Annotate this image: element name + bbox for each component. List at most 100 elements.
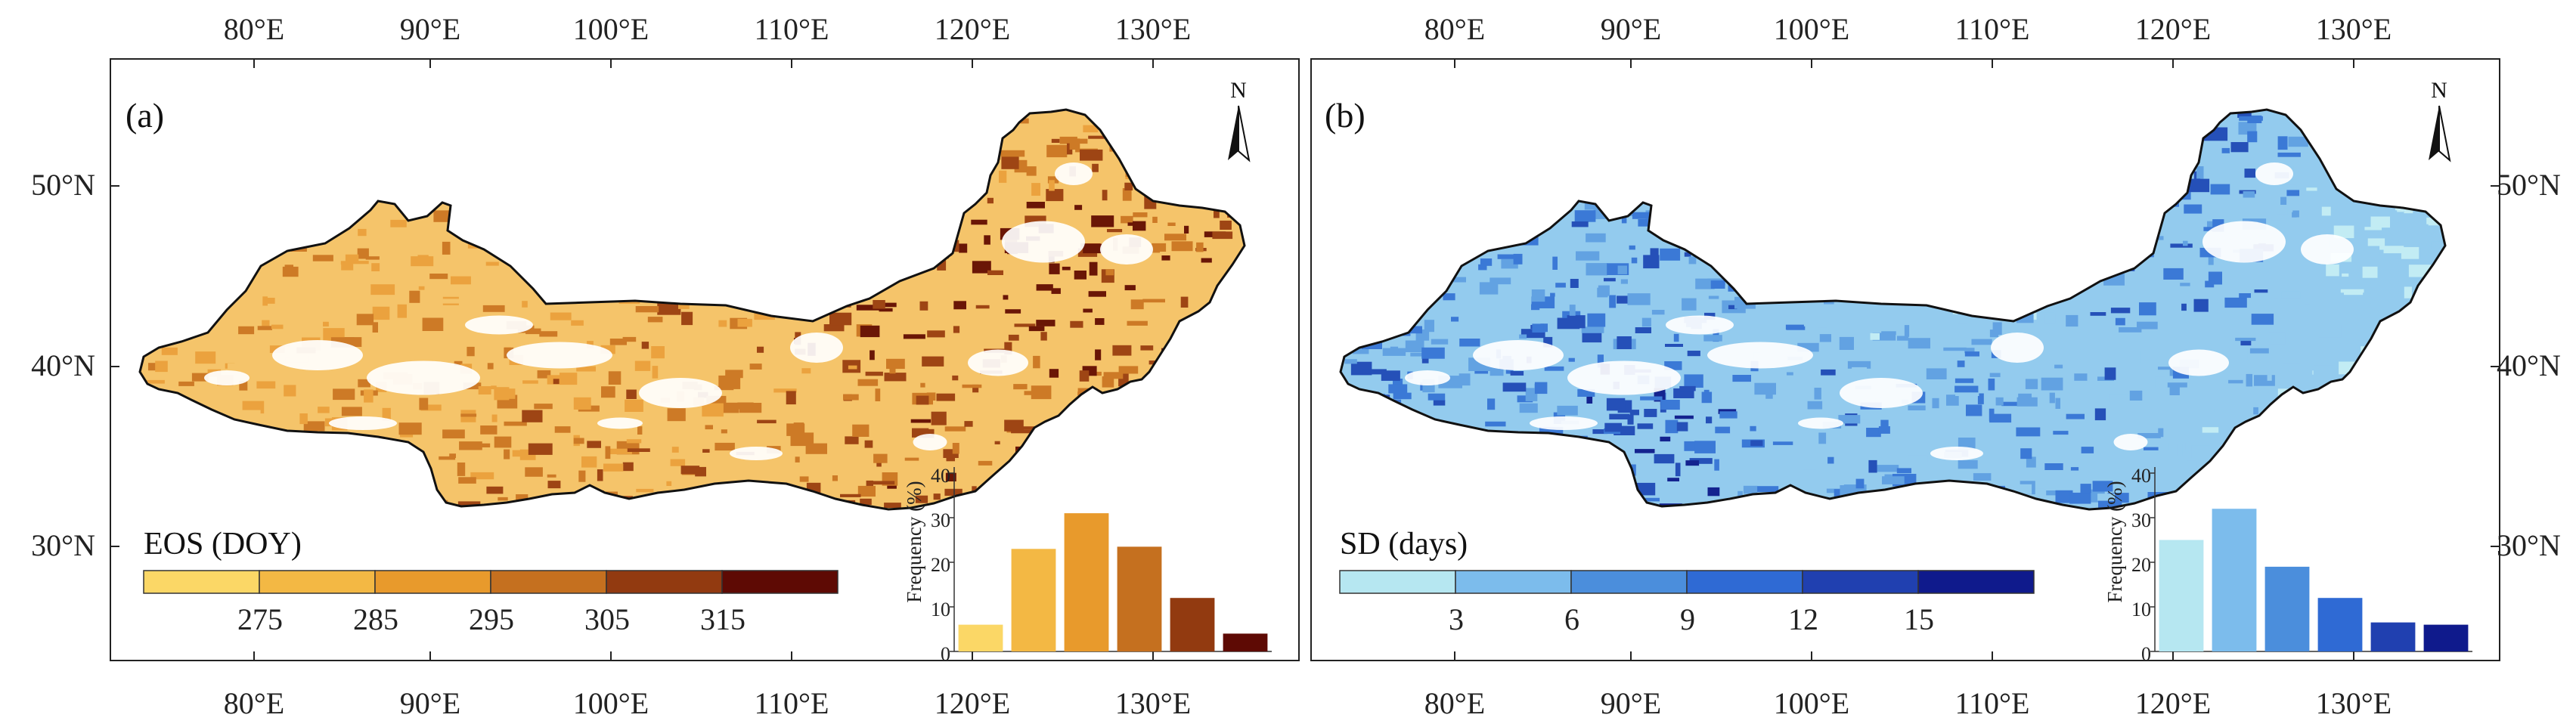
region-patch (1880, 419, 1889, 427)
region-patch (2244, 169, 2255, 178)
region-patch (856, 305, 881, 311)
region-patch (2041, 377, 2063, 391)
region-patch (1525, 388, 1538, 401)
region-patch (1421, 347, 1445, 359)
region-patch (1443, 293, 1455, 301)
hist-ytick: 0 (941, 643, 950, 665)
region-patch (1675, 463, 1681, 477)
region-patch (2340, 289, 2364, 293)
region-patch (2251, 314, 2274, 325)
region-patch (1973, 473, 1992, 481)
region-patch (1818, 317, 1828, 328)
hist-ytick: 20 (2131, 554, 2151, 576)
region-patch (1079, 370, 1090, 382)
region-nodata (968, 349, 1028, 376)
region-patch (1597, 287, 1608, 298)
region-patch (2235, 337, 2256, 342)
region-patch (1171, 241, 1193, 252)
region-nodata (1100, 234, 1153, 265)
region-patch (1532, 323, 1544, 333)
region-patch (2046, 490, 2057, 496)
region-patch (2116, 350, 2140, 364)
region-patch (2247, 131, 2258, 143)
region-patch (1732, 375, 1751, 382)
region-patch (1083, 243, 1102, 254)
region-patch (227, 354, 248, 362)
region-patch (1005, 309, 1021, 314)
region-patch (1142, 299, 1165, 303)
hist-ytick: 0 (2141, 643, 2151, 665)
region-patch (1049, 369, 1059, 378)
region-patch (625, 399, 643, 412)
region-patch (1807, 401, 1823, 410)
region-patch (262, 320, 270, 328)
region-patch (786, 391, 796, 405)
region-nodata (2202, 221, 2286, 263)
region-patch (927, 330, 945, 338)
region-nodata (1055, 162, 1093, 185)
region-patch (1201, 258, 1212, 263)
region-patch (398, 422, 422, 435)
region-patch (2286, 190, 2300, 196)
panel-a-lon-labels-bottom: 80°E 90°E 100°E 110°E 120°E 130°E (224, 686, 1191, 720)
hist-bar (1117, 546, 1162, 652)
region-patch (155, 360, 168, 373)
region-patch (284, 385, 296, 397)
lon-label: 130°E (1115, 686, 1191, 720)
region-patch (1637, 423, 1654, 429)
region-patch (1597, 354, 1604, 368)
region-patch (2364, 246, 2380, 255)
region-patch (1896, 468, 1911, 474)
region-patch (2253, 407, 2258, 415)
region-patch (1133, 212, 1148, 218)
region-patch (652, 366, 659, 379)
region-patch (1992, 322, 2002, 335)
region-patch (2395, 258, 2413, 263)
region-patch (1382, 348, 1406, 356)
region-patch (886, 358, 905, 370)
region-patch (793, 422, 804, 427)
region-patch (1881, 331, 1896, 335)
lon-label: 130°E (2316, 686, 2392, 720)
region-patch (953, 326, 960, 333)
region-nodata (1002, 221, 1085, 263)
hist-bar (1170, 598, 1215, 651)
region-patch (1651, 310, 1665, 315)
region-patch (2228, 379, 2243, 384)
region-patch (1121, 215, 1133, 224)
region-patch (1124, 285, 1136, 291)
region-patch (1587, 313, 1606, 327)
colorbar-segment (143, 570, 260, 594)
region-patch (1954, 378, 1974, 383)
region-patch (1908, 455, 1928, 463)
region-patch (178, 381, 194, 386)
map-panels (110, 58, 2500, 661)
region-patch (341, 407, 362, 416)
region-patch (1787, 372, 1793, 376)
panel-b-lon-labels-top: 80°E 90°E 100°E 110°E 120°E 130°E (1424, 12, 2392, 46)
region-patch (1710, 280, 1725, 289)
region-patch (2319, 325, 2342, 338)
region-patch (366, 404, 377, 416)
region-patch (2321, 206, 2331, 216)
region-patch (271, 324, 284, 330)
region-patch (439, 456, 456, 460)
north-arrow-left (2429, 106, 2439, 160)
region-patch (952, 443, 959, 454)
region-patch (471, 443, 491, 447)
region-patch (1074, 205, 1083, 210)
region-patch (1451, 277, 1466, 283)
region-patch (2239, 116, 2263, 121)
region-patch (823, 324, 845, 332)
region-patch (601, 386, 615, 398)
region-patch (2158, 367, 2182, 370)
region-nodata (1530, 416, 1598, 430)
region-patch (2054, 364, 2063, 369)
colorbar-segment (259, 570, 376, 594)
region-patch (944, 426, 966, 432)
region-patch (1989, 373, 2001, 377)
region-patch (634, 360, 651, 371)
region-patch (1130, 299, 1144, 310)
region-patch (2239, 293, 2251, 299)
region-patch (1393, 379, 1403, 385)
